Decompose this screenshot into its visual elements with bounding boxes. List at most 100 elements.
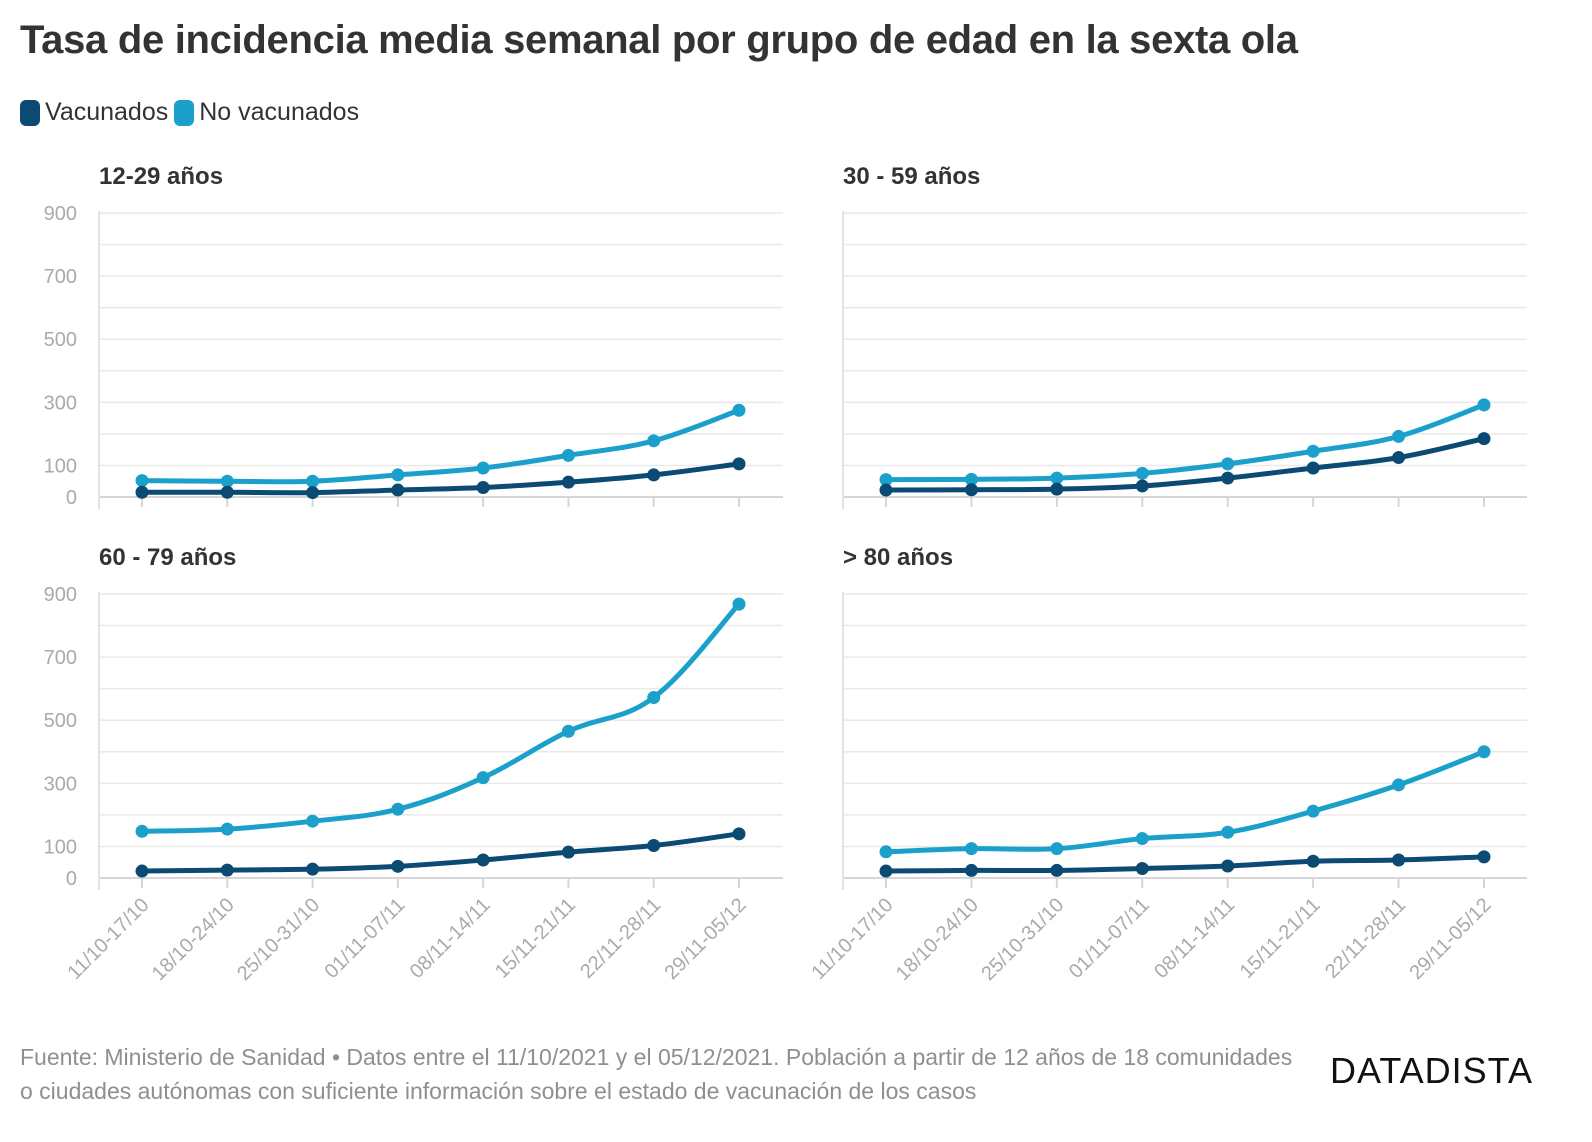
panel-3: 11/10-17/1018/10-24/1025/10-31/1001/11-0… [808,592,1527,985]
panel-2: 0 100 300 500 700 900 11/10-17/1018/10-24/1025… [44,584,783,985]
data-point-vacunados [135,485,149,499]
data-point-no-vacunados [561,448,575,462]
panel-title-30-59: 30 - 59 años [843,163,981,190]
data-point-vacunados [1135,862,1149,876]
y-tick-label: 700 [44,266,77,288]
y-tick-label: 300 [44,392,77,414]
x-tick-label: 01/11-07/11 [1065,894,1154,983]
data-point-no-vacunados [1135,466,1149,480]
y-tick-label: 700 [44,647,77,669]
data-point-vacunados [1306,854,1320,868]
data-point-no-vacunados [879,845,893,859]
data-point-vacunados [879,864,893,878]
legend-item-vacunados[interactable]: Vacunados [20,98,168,127]
legend-label-no-vacunados: No vacunados [199,98,360,126]
data-point-no-vacunados [732,597,746,611]
data-point-vacunados [476,853,490,867]
y-tick-label: 0 [66,487,77,509]
data-point-vacunados [306,862,320,876]
data-point-no-vacunados [220,822,234,836]
legend: Vacunados No vacunados [20,98,365,127]
data-point-no-vacunados [391,468,405,482]
y-tick-label: 900 [44,584,77,606]
data-point-no-vacunados [306,814,320,828]
x-tick-label: 29/11-05/12 [1406,894,1496,984]
panel-title-60-79: 60 - 79 años [99,544,237,571]
panel-0: 0 100 300 500 700 900 [44,203,783,509]
y-tick-label: 100 [44,455,77,477]
data-point-no-vacunados [1050,471,1064,485]
data-point-no-vacunados [561,724,575,738]
y-tick-label: 100 [44,836,77,858]
data-point-no-vacunados [1050,842,1064,856]
legend-item-no-vacunados[interactable]: No vacunados [174,98,359,127]
series-line-no-vacunados [139,601,742,834]
data-point-vacunados [476,481,490,495]
series-line-no-vacunados [883,749,1487,855]
brand-logo: DATADISTA [1330,1050,1534,1091]
data-point-no-vacunados [1306,804,1320,818]
y-tick-label: 500 [44,329,77,351]
x-tick-label: 18/10-24/10 [892,894,983,985]
data-point-no-vacunados [964,842,978,856]
x-tick-label: 25/10-31/10 [977,894,1068,985]
data-point-no-vacunados [476,461,490,475]
legend-swatch-no-vacunados [174,99,195,126]
data-point-vacunados [647,838,661,852]
data-point-vacunados [879,483,893,497]
data-point-no-vacunados [1392,778,1406,792]
data-point-vacunados [1221,859,1235,873]
x-tick-label: 01/11-07/11 [320,894,409,983]
legend-swatch-vacunados [20,99,40,126]
data-point-no-vacunados [1221,825,1235,839]
data-point-vacunados [732,457,746,471]
series-line-no-vacunados [883,402,1487,483]
data-point-no-vacunados [220,474,234,488]
data-point-no-vacunados [135,824,149,838]
data-point-vacunados [1392,451,1406,465]
data-point-vacunados [1050,863,1064,877]
x-tick-label: 15/11-21/11 [491,894,580,983]
data-point-vacunados [391,483,405,497]
data-point-no-vacunados [1477,398,1491,412]
data-point-vacunados [1477,850,1491,864]
data-point-vacunados [964,863,978,877]
data-point-no-vacunados [732,403,746,417]
x-tick-label: 18/10-24/10 [148,894,239,985]
data-point-vacunados [647,468,661,482]
data-point-no-vacunados [1221,457,1235,471]
data-point-vacunados [964,483,978,497]
data-point-vacunados [1306,461,1320,475]
data-point-no-vacunados [1306,444,1320,458]
data-point-no-vacunados [1392,429,1406,443]
data-point-no-vacunados [1477,745,1491,759]
chart-title: Tasa de incidencia media semanal por gru… [20,18,1298,62]
y-tick-label: 300 [44,773,77,795]
x-tick-label: 11/10-17/10 [64,894,154,984]
data-point-vacunados [1050,482,1064,496]
data-point-vacunados [1392,853,1406,867]
series-line-no-vacunados [139,407,742,485]
data-point-vacunados [220,485,234,499]
data-point-no-vacunados [647,691,661,705]
data-point-vacunados [561,475,575,489]
data-point-vacunados [135,864,149,878]
panel-1 [842,211,1527,509]
x-tick-label: 15/11-21/11 [1236,894,1325,983]
panel-title-80-plus: > 80 años [843,544,954,571]
source-note: Fuente: Ministerio de Sanidad • Datos en… [20,1044,1293,1104]
legend-label-vacunados: Vacunados [45,98,169,126]
x-tick-label: 08/11-14/11 [406,894,495,983]
data-point-vacunados [732,827,746,841]
data-point-vacunados [391,859,405,873]
data-point-no-vacunados [879,473,893,487]
y-tick-label: 0 [66,868,77,890]
data-point-vacunados [1221,471,1235,485]
panel-title-12-29: 12-29 años [99,163,224,190]
x-tick-label: 29/11-05/12 [661,894,751,984]
y-tick-label: 500 [44,710,77,732]
series-line-vacunados [139,461,742,496]
data-point-vacunados [220,863,234,877]
x-tick-label: 22/11-28/11 [576,894,665,983]
series-line-vacunados [883,854,1487,874]
